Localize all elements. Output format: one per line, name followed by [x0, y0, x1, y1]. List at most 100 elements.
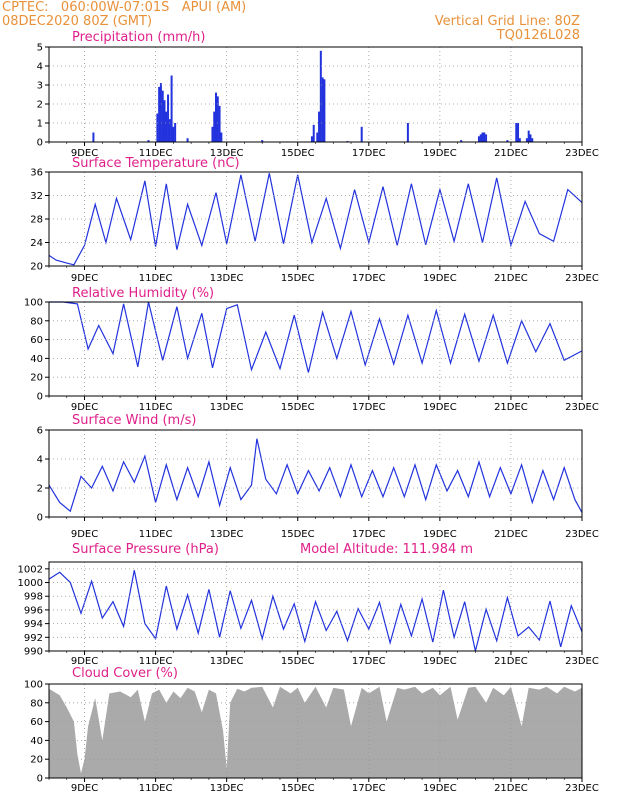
x-tick-label: 23DEC — [565, 656, 599, 667]
y-tick-label: 6 — [37, 426, 43, 437]
panel-title: Relative Humidity (%) — [72, 286, 214, 301]
header-line-1: CPTEC: 060:00W-07:01S APUI (AM) — [2, 0, 247, 15]
x-tick-label: 17DEC — [352, 529, 386, 540]
series-line — [48, 438, 583, 513]
x-tick-label: 19DEC — [423, 529, 457, 540]
panel-title: Surface Pressure (hPa) — [72, 542, 219, 557]
y-tick-label: 20 — [30, 262, 43, 273]
y-tick-label: 0 — [37, 392, 43, 403]
x-tick-label: 9DEC — [71, 402, 98, 413]
y-tick-label: 998 — [24, 592, 43, 603]
model-altitude-label: Model Altitude: 111.984 m — [300, 542, 473, 557]
x-tick-label: 11DEC — [139, 656, 173, 667]
x-tick-label: 17DEC — [352, 148, 386, 159]
x-tick-label: 19DEC — [423, 656, 457, 667]
precip-bar — [485, 134, 488, 142]
precip-bar — [529, 134, 532, 142]
precip-bar — [525, 138, 528, 142]
y-tick-label: 994 — [24, 619, 43, 630]
x-tick-label: 19DEC — [423, 148, 457, 159]
x-tick-label: 9DEC — [71, 656, 98, 667]
y-tick-label: 1 — [37, 119, 43, 130]
x-tick-label: 17DEC — [352, 273, 386, 284]
x-tick-label: 17DEC — [352, 656, 386, 667]
series-line — [48, 570, 583, 652]
panel-title: Cloud Cover (%) — [72, 666, 178, 681]
y-tick-label: 80 — [30, 698, 43, 709]
panel-title: Surface Temperature (nC) — [72, 156, 240, 171]
precip-bar — [515, 123, 518, 142]
x-tick-label: 15DEC — [281, 273, 315, 284]
y-tick-label: 32 — [30, 191, 43, 202]
x-tick-label: 11DEC — [139, 783, 173, 794]
x-tick-label: 21DEC — [494, 402, 528, 413]
panel-frame — [48, 171, 583, 267]
x-tick-label: 17DEC — [352, 783, 386, 794]
x-tick-label: 17DEC — [352, 402, 386, 413]
precip-bar — [318, 111, 321, 142]
y-tick-label: 996 — [24, 605, 43, 616]
x-tick-label: 23DEC — [565, 148, 599, 159]
precip-bar — [316, 132, 319, 142]
precip-bar — [310, 136, 313, 142]
precip-bar — [168, 119, 171, 142]
precip-bar — [483, 132, 486, 142]
precip-bar — [517, 123, 520, 142]
x-tick-label: 19DEC — [423, 273, 457, 284]
x-tick-label: 9DEC — [71, 273, 98, 284]
panel-title: Surface Wind (m/s) — [72, 413, 196, 428]
panel-frame — [48, 301, 583, 397]
y-tick-label: 3 — [37, 81, 43, 92]
precip-bar — [167, 94, 170, 142]
precip-bar — [213, 111, 216, 142]
cloud-area — [49, 686, 582, 778]
precip-bar — [460, 140, 463, 142]
precip-bar — [211, 126, 214, 142]
y-tick-label: 2 — [37, 484, 43, 495]
precip-bar — [531, 138, 534, 142]
precip-bar — [158, 86, 161, 142]
y-tick-label: 24 — [30, 238, 43, 249]
x-tick-label: 13DEC — [210, 656, 244, 667]
precip-bar — [321, 77, 324, 142]
y-tick-label: 992 — [24, 633, 43, 644]
y-tick-label: 80 — [30, 316, 43, 327]
precip-bar — [527, 130, 530, 142]
header-right-2: TQ0126L028 — [496, 28, 580, 43]
y-tick-label: 0 — [37, 774, 43, 785]
x-tick-label: 21DEC — [494, 529, 528, 540]
precip-bar — [174, 123, 177, 142]
x-tick-label: 23DEC — [565, 273, 599, 284]
x-tick-label: 21DEC — [494, 273, 528, 284]
x-tick-label: 21DEC — [494, 783, 528, 794]
x-tick-label: 13DEC — [210, 783, 244, 794]
x-tick-label: 19DEC — [423, 402, 457, 413]
y-tick-label: 990 — [24, 647, 43, 658]
header-line-2: 08DEC2020 80Z (GMT) — [2, 14, 153, 29]
precip-bar — [218, 105, 221, 142]
x-tick-label: 9DEC — [71, 783, 98, 794]
y-tick-label: 5 — [37, 43, 43, 54]
y-tick-label: 40 — [30, 736, 43, 747]
precip-bar — [165, 111, 168, 142]
panel-title: Precipitation (mm/h) — [72, 30, 205, 45]
y-tick-label: 40 — [30, 354, 43, 365]
x-tick-label: 13DEC — [210, 529, 244, 540]
x-tick-label: 23DEC — [565, 402, 599, 413]
y-tick-label: 60 — [30, 335, 43, 346]
series-line — [49, 301, 583, 373]
precip-bar — [215, 92, 218, 142]
precip-bar — [216, 96, 219, 142]
precip-bar — [360, 126, 363, 142]
y-tick-label: 20 — [30, 373, 43, 384]
x-tick-label: 11DEC — [139, 273, 173, 284]
series-line — [48, 173, 583, 266]
precip-bar — [92, 132, 95, 142]
y-tick-label: 4 — [37, 62, 43, 73]
y-tick-label: 28 — [30, 215, 43, 226]
x-tick-label: 15DEC — [281, 148, 315, 159]
x-tick-label: 13DEC — [210, 273, 244, 284]
precip-bar — [172, 126, 175, 142]
precip-bar — [506, 140, 509, 142]
